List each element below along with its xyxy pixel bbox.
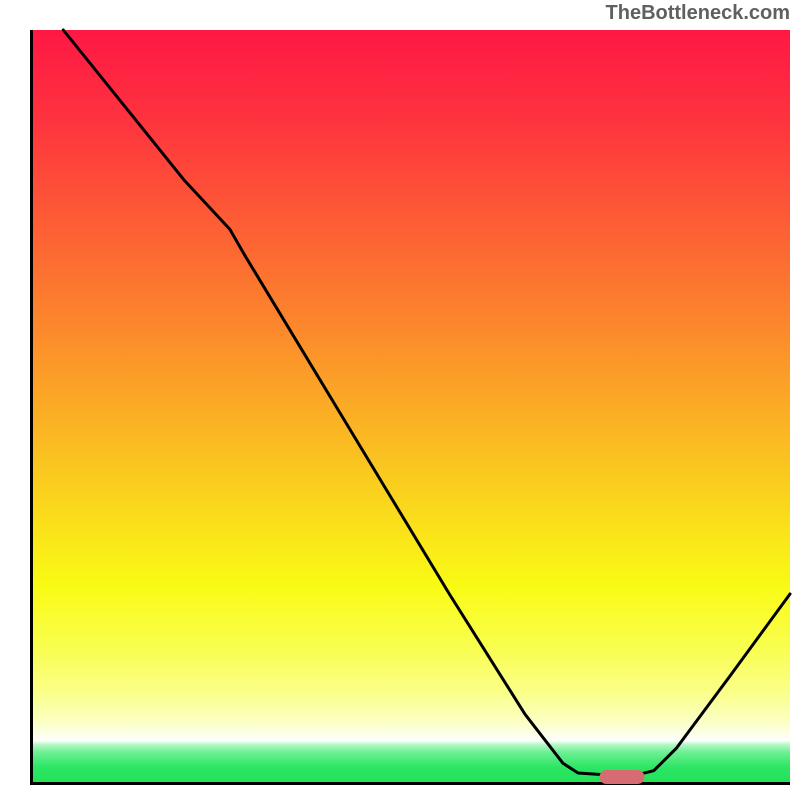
attribution-text: TheBottleneck.com	[606, 2, 790, 25]
curve-path	[63, 30, 790, 774]
optimum-marker	[600, 770, 645, 784]
bottleneck-curve	[33, 30, 790, 782]
plot-area	[30, 30, 790, 785]
